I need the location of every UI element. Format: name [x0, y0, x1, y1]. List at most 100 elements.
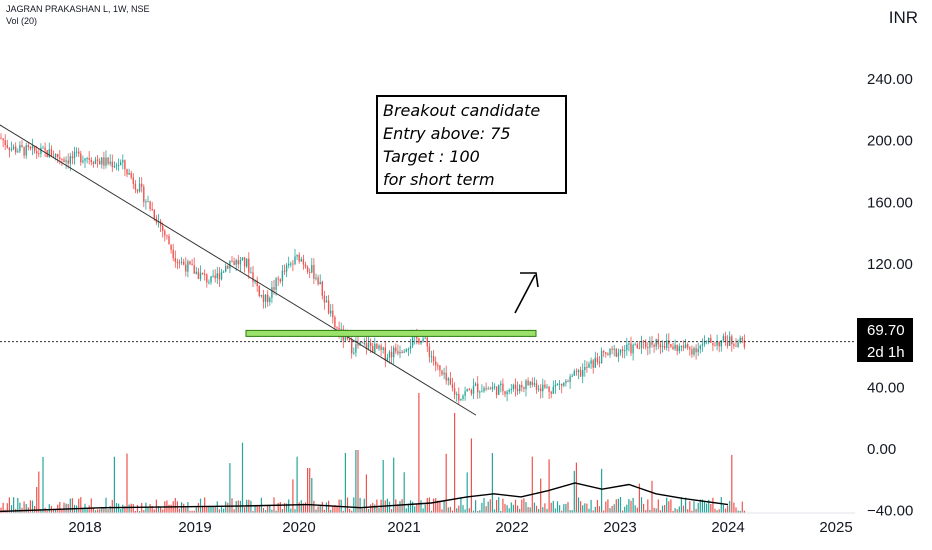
candle-body: [405, 349, 407, 352]
volume-bar: [17, 498, 19, 513]
last-price-label: 69.70: [867, 322, 905, 339]
volume-bar: [193, 510, 195, 513]
volume-bar: [735, 507, 737, 513]
candle-body: [86, 158, 88, 160]
candle-body: [472, 385, 475, 394]
candle-body: [279, 279, 281, 282]
candle-body: [124, 160, 126, 170]
candle-body: [99, 160, 101, 165]
x-tick-label: 2019: [178, 519, 211, 536]
volume-bar: [622, 510, 624, 513]
volume-bar: [254, 504, 256, 513]
volume-bar: [609, 508, 611, 513]
candle-body: [262, 294, 265, 302]
volume-bar: [359, 497, 361, 513]
candle-body: [542, 384, 544, 392]
volume-bar: [626, 504, 628, 513]
candle-body: [306, 266, 309, 272]
candle-body: [4, 140, 6, 146]
x-tick-label: 2025: [819, 519, 852, 536]
candle-body: [409, 346, 412, 349]
candle-body: [579, 370, 582, 377]
candle-body: [533, 383, 536, 385]
candle-body: [470, 389, 473, 394]
volume-bar: [388, 501, 391, 513]
volume-bar: [235, 501, 237, 513]
volume-bar: [2, 502, 4, 513]
candle-body: [498, 385, 500, 395]
volume-bar: [445, 453, 447, 513]
candle-body: [594, 357, 596, 368]
volume-bar: [542, 507, 544, 513]
candle-body: [701, 344, 704, 346]
volume-bar: [88, 505, 90, 513]
volume-bar: [92, 507, 94, 513]
candle-body: [25, 145, 27, 156]
candle-body: [180, 261, 183, 263]
volume-bar: [460, 497, 462, 513]
volume-bar: [720, 497, 722, 513]
volume-bar: [617, 498, 619, 513]
candle-body: [651, 341, 653, 345]
volume-bar: [361, 508, 363, 513]
volume-bar: [592, 510, 594, 513]
candle-body: [628, 343, 630, 345]
candle-body: [6, 145, 8, 148]
candle-body: [674, 344, 676, 350]
candle-body: [544, 384, 546, 388]
candle-body: [67, 160, 69, 164]
volume-bar: [130, 503, 132, 513]
volume-bar: [63, 502, 65, 513]
volume-bar: [29, 500, 31, 513]
volume-bar: [328, 500, 330, 513]
candle-body: [183, 261, 185, 265]
candle-body: [590, 360, 592, 364]
trendline: [0, 124, 477, 416]
annotation-line-2: Entry above: 75: [383, 124, 511, 143]
volume-bar: [330, 510, 332, 513]
candle-body: [231, 260, 233, 262]
candle-body: [424, 337, 426, 339]
volume-bar: [441, 509, 443, 513]
candle-body: [456, 394, 458, 396]
candle-body: [311, 265, 313, 273]
candle-body: [145, 201, 147, 203]
candle-body: [365, 343, 368, 349]
candle-body: [101, 157, 103, 165]
candle-body: [678, 346, 680, 352]
volume-bar: [239, 500, 241, 513]
volume-bar: [435, 498, 437, 513]
candle-body: [15, 146, 17, 153]
y-tick-label: 0.00: [867, 441, 896, 458]
candle-body: [460, 398, 462, 401]
volume-bar: [59, 502, 61, 513]
volume-bar: [619, 497, 622, 513]
volume-bar: [334, 505, 336, 513]
currency-label: INR: [888, 8, 918, 27]
volume-bar: [220, 505, 223, 513]
candle-body: [252, 272, 254, 282]
volume-bar: [8, 497, 10, 513]
candle-body: [422, 338, 424, 342]
candle-body: [103, 157, 105, 166]
x-tick-label: 2022: [495, 519, 528, 536]
candle-body: [82, 160, 84, 163]
x-tick-label: 2020: [282, 519, 315, 536]
candle-body: [288, 263, 290, 266]
volume-bar: [52, 508, 55, 513]
candle-body: [149, 201, 151, 210]
volume-bar: [519, 508, 521, 513]
volume-bar: [405, 508, 407, 513]
candle-body: [546, 386, 548, 388]
volume-bar: [195, 507, 197, 513]
volume-bar: [355, 450, 357, 513]
volume-bar: [466, 472, 468, 513]
volume-bar: [703, 501, 706, 513]
candle-body: [126, 169, 128, 175]
candle-body: [321, 281, 323, 296]
candle-body: [626, 344, 628, 351]
volume-bar: [124, 506, 126, 513]
candle-body: [466, 389, 468, 392]
